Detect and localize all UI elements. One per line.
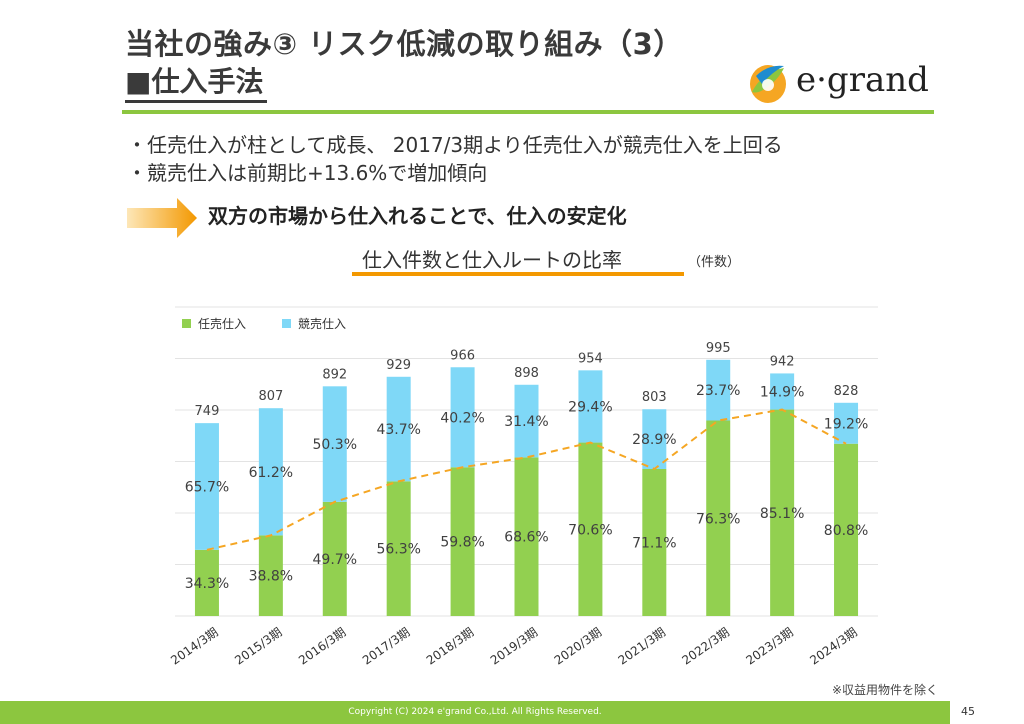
bar-ninbai	[578, 442, 603, 616]
ninbai-percent-label: 80.8%	[824, 523, 868, 539]
page-number: 45	[961, 705, 975, 718]
category-label: 2014/3期	[168, 625, 220, 668]
copyright-text: Copyright (C) 2024 e'grand Co.,Ltd. All …	[348, 707, 602, 717]
keibai-percent-label: 31.4%	[504, 414, 548, 430]
total-label: 898	[514, 366, 539, 381]
bar-keibai	[258, 408, 283, 536]
bar-keibai	[194, 423, 219, 550]
logo-wordmark: e·grand	[796, 60, 929, 100]
logo-mark-icon	[750, 65, 786, 103]
bullet-list: ・任売仕入が柱として成長、 2017/3期より任売仕入が競売仕入を上回る ・競売…	[127, 131, 783, 187]
bar-ninbai	[514, 457, 539, 616]
legend-label-keibai: 競売仕入	[298, 316, 346, 331]
ninbai-percent-label: 76.3%	[696, 511, 740, 527]
total-label: 892	[322, 367, 347, 382]
bar-keibai	[706, 359, 731, 421]
ninbai-percent-label: 59.8%	[440, 535, 484, 551]
keibai-percent-label: 19.2%	[824, 416, 868, 432]
category-label: 2015/3期	[232, 625, 284, 668]
category-label: 2016/3期	[296, 625, 348, 668]
bar-ninbai	[706, 420, 731, 616]
ninbai-percent-label: 49.7%	[313, 552, 357, 568]
page-title: 当社の強み③ リスク低減の取り組み（3）	[125, 27, 683, 61]
ninbai-percent-label: 70.6%	[568, 522, 612, 538]
bullet-item: ・任売仕入が柱として成長、 2017/3期より任売仕入が競売仕入を上回る	[127, 133, 783, 157]
total-label: 966	[450, 348, 475, 363]
keibai-percent-label: 28.9%	[632, 432, 676, 448]
bar-ninbai	[386, 481, 411, 616]
keibai-percent-label: 61.2%	[249, 465, 293, 481]
ninbai-percent-label: 38.8%	[249, 569, 293, 585]
bar-keibai	[322, 386, 347, 502]
legend-label-ninbai: 任売仕入	[198, 316, 246, 331]
bar-ninbai	[834, 443, 859, 616]
total-label: 954	[578, 351, 603, 366]
keibai-percent-label: 40.2%	[440, 410, 484, 426]
bar-ninbai	[258, 535, 283, 616]
total-label: 807	[258, 389, 283, 404]
total-label: 803	[642, 390, 667, 405]
total-label: 749	[195, 404, 220, 419]
ninbai-percent-label: 34.3%	[185, 576, 229, 592]
title-divider	[122, 110, 934, 114]
keibai-percent-label: 23.7%	[696, 383, 740, 399]
category-label: 2021/3期	[616, 625, 668, 668]
bar-ninbai	[322, 501, 347, 616]
legend-swatch-ninbai	[182, 319, 191, 328]
chart-title: 仕入件数と仕入ルートの比率	[362, 248, 622, 272]
bar-keibai	[386, 376, 411, 482]
bar-keibai	[578, 370, 603, 443]
keibai-percent-label: 43.7%	[376, 422, 420, 438]
category-label: 2017/3期	[360, 625, 412, 668]
bar-ninbai	[194, 549, 219, 616]
total-label: 942	[770, 354, 795, 369]
bar-keibai	[642, 409, 667, 469]
bar-keibai	[450, 367, 475, 468]
keibai-percent-label: 29.4%	[568, 399, 612, 415]
ninbai-percent-label: 85.1%	[760, 506, 804, 522]
bar-ninbai	[642, 468, 667, 616]
bar-keibai	[834, 402, 859, 444]
footer-bar: Copyright (C) 2024 e'grand Co.,Ltd. All …	[0, 701, 950, 724]
category-label: 2018/3期	[424, 625, 476, 668]
section-subtitle: ■仕入手法	[125, 64, 268, 103]
ninbai-percent-label: 56.3%	[376, 542, 420, 558]
total-label: 828	[834, 384, 859, 399]
bar-keibai	[514, 384, 539, 458]
category-label: 2024/3期	[807, 625, 859, 668]
legend-swatch-keibai	[282, 319, 291, 328]
chart-unit: （件数）	[688, 255, 741, 270]
total-label: 995	[706, 341, 731, 356]
category-label: 2023/3期	[743, 625, 795, 668]
stacked-bar-chart: 749 65.7% 34.3% 2014/3期 807 61.2% 38.8% 2015/3期…	[168, 306, 878, 668]
category-label: 2020/3期	[552, 625, 604, 668]
keibai-percent-label: 14.9%	[760, 385, 804, 401]
bar-keibai	[770, 373, 795, 410]
bar-ninbai	[770, 409, 795, 616]
keibai-percent-label: 65.7%	[185, 479, 229, 495]
keibai-percent-label: 50.3%	[313, 437, 357, 453]
chart-title-underline	[352, 272, 684, 276]
bar-ninbai	[450, 467, 475, 616]
ninbai-percent-label: 68.6%	[504, 530, 548, 546]
callout-text: 双方の市場から仕入れることで、仕入の安定化	[208, 204, 627, 228]
company-logo: e·grand	[748, 58, 938, 106]
arrow-right-icon	[127, 198, 197, 238]
category-label: 2019/3期	[488, 625, 540, 668]
trend-line	[206, 408, 847, 551]
footnote: ※収益用物件を除く	[832, 683, 939, 697]
category-label: 2022/3期	[680, 625, 732, 668]
ninbai-percent-label: 71.1%	[632, 535, 676, 551]
total-label: 929	[386, 358, 411, 373]
bullet-item: ・競売仕入は前期比+13.6%で増加傾向	[127, 161, 488, 185]
